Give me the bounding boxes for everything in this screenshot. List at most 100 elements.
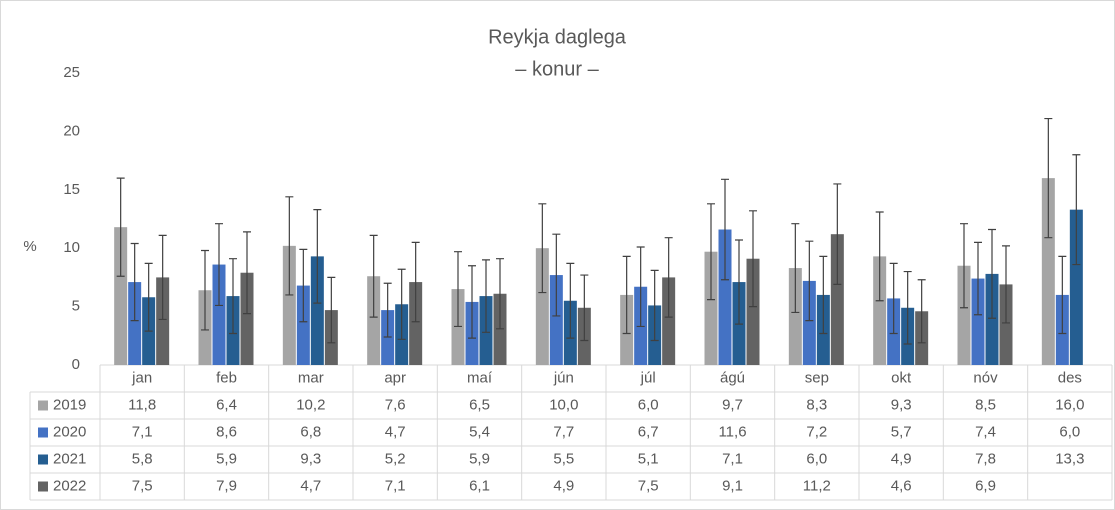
table-value: 6,0 (806, 450, 827, 467)
legend-key (38, 454, 48, 465)
table-value: 5,9 (469, 450, 490, 467)
error-bar (1002, 245, 1010, 324)
table-value: 9,1 (722, 477, 743, 494)
error-bar (1058, 255, 1067, 335)
table-value: 11,6 (718, 423, 746, 440)
bar (802, 280, 816, 365)
error-bar (960, 223, 968, 309)
table-value: 6,0 (1059, 423, 1080, 440)
y-tick-label: 25 (63, 64, 80, 81)
table-value: 7,1 (722, 450, 743, 467)
error-bar (875, 211, 884, 302)
error-bar (988, 228, 996, 319)
bar (535, 248, 549, 365)
table-value: 11,8 (128, 396, 156, 413)
table-value: 7,1 (132, 423, 153, 440)
chart-subtitle: – konur – (515, 58, 599, 80)
table-value: 7,8 (975, 450, 996, 467)
error-bar (482, 259, 490, 333)
y-axis-label: % (23, 238, 36, 255)
table-value: 8,6 (216, 423, 237, 440)
error-bar (1072, 154, 1081, 266)
error-bar (580, 274, 589, 342)
error-bar (735, 239, 743, 325)
error-bar (215, 223, 223, 307)
table-value: 7,9 (216, 477, 237, 494)
error-bar (144, 262, 153, 332)
table-value: 10,2 (296, 396, 325, 413)
error-bar (566, 262, 575, 339)
error-bar (229, 258, 237, 335)
error-bar (636, 246, 645, 328)
error-bar (397, 268, 406, 340)
error-bar (721, 178, 729, 281)
table-value: 7,2 (806, 423, 827, 440)
bar (830, 234, 844, 365)
table-value: 4,7 (385, 423, 406, 440)
table-value: 7,1 (385, 477, 406, 494)
bar (310, 256, 324, 365)
bar (662, 277, 676, 365)
error-bar (650, 269, 659, 342)
table-value: 6,1 (469, 477, 490, 494)
legend-label: 2021 (53, 450, 86, 467)
error-bar (496, 258, 504, 330)
legend-label: 2020 (53, 423, 86, 440)
error-bar (622, 255, 631, 335)
x-tick-label: des (1058, 369, 1082, 386)
error-bar (158, 234, 167, 321)
error-bar (116, 177, 125, 277)
table-value: 7,6 (385, 396, 406, 413)
bar (746, 258, 760, 365)
bar (985, 273, 999, 365)
error-bar (313, 209, 322, 304)
bar (367, 276, 381, 365)
bar (718, 229, 732, 365)
bar (873, 256, 887, 365)
table-value: 5,7 (891, 423, 912, 440)
x-tick-label: sep (805, 369, 829, 386)
table-value: 4,7 (300, 477, 321, 494)
legend-key (38, 427, 48, 438)
table-value: 5,8 (132, 450, 153, 467)
y-tick-label: 0 (72, 356, 80, 373)
bar (957, 265, 971, 365)
x-tick-label: mar (298, 369, 324, 386)
error-bar (917, 279, 926, 344)
error-bar (791, 223, 800, 314)
table-value: 6,5 (469, 396, 490, 413)
bar (704, 251, 718, 365)
bar (1069, 209, 1083, 365)
legend-label: 2022 (53, 477, 86, 494)
table-value: 5,9 (216, 450, 237, 467)
table-value: 6,0 (638, 396, 659, 413)
y-tick-label: 10 (63, 239, 80, 256)
table-value: 7,5 (132, 477, 153, 494)
x-tick-label: jún (553, 369, 574, 386)
x-tick-label: nóv (973, 369, 998, 386)
error-bar (1044, 117, 1053, 239)
bar (409, 282, 423, 365)
table-value: 6,8 (300, 423, 321, 440)
table-value: 5,5 (553, 450, 574, 467)
bar (240, 272, 254, 365)
error-bar (538, 203, 547, 294)
error-bar (833, 183, 842, 286)
x-tick-label: jan (131, 369, 152, 386)
error-bar (664, 237, 673, 318)
bar (999, 284, 1013, 365)
y-tick-label: 15 (63, 181, 80, 198)
bar (156, 277, 170, 365)
table-value: 8,5 (975, 396, 996, 413)
error-bar (285, 196, 294, 296)
bar (788, 268, 802, 365)
error-bar (468, 265, 476, 339)
table-value: 13,3 (1055, 450, 1084, 467)
error-bar (903, 270, 912, 345)
bar (1041, 178, 1055, 365)
error-bar (454, 251, 462, 328)
table-value: 5,2 (385, 450, 406, 467)
y-tick-label: 5 (72, 298, 80, 315)
bar (296, 285, 310, 365)
